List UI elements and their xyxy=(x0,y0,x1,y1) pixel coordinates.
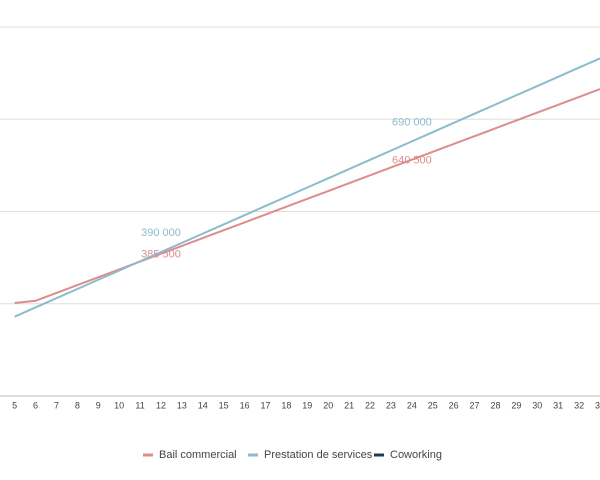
legend-label: Coworking xyxy=(390,449,442,461)
x-tick-label: 6 xyxy=(33,400,38,410)
x-tick-label: 28 xyxy=(490,400,500,410)
x-tick-label: 5 xyxy=(12,400,17,410)
x-tick-label: 32 xyxy=(574,400,584,410)
legend-label: Prestation de services xyxy=(264,449,373,461)
x-tick-label: 16 xyxy=(240,400,250,410)
x-tick-label: 30 xyxy=(532,400,542,410)
x-tick-label: 14 xyxy=(198,400,208,410)
x-tick-label: 8 xyxy=(75,400,80,410)
data-label: 390 000 xyxy=(141,227,181,239)
x-tick-label: 10 xyxy=(114,400,124,410)
line xyxy=(14,88,600,305)
x-tick-label: 7 xyxy=(54,400,59,410)
x-tick-label: 33 xyxy=(595,400,600,410)
x-tick-label: 26 xyxy=(449,400,459,410)
x-tick-label: 29 xyxy=(511,400,521,410)
legend-label: Bail commercial xyxy=(159,449,237,461)
x-tick-label: 15 xyxy=(219,400,229,410)
data-label: 640 500 xyxy=(392,155,432,167)
x-tick-label: 9 xyxy=(96,400,101,410)
x-tick-label: 25 xyxy=(428,400,438,410)
x-tick-label: 12 xyxy=(156,400,166,410)
x-tick-label: 24 xyxy=(407,400,417,410)
x-tick-label: 17 xyxy=(260,400,270,410)
line xyxy=(14,57,600,318)
x-tick-label: 23 xyxy=(386,400,396,410)
data-label: 385 500 xyxy=(141,249,181,261)
data-label: 690 000 xyxy=(392,116,432,128)
x-tick-label: 19 xyxy=(302,400,312,410)
x-tick-label: 11 xyxy=(135,400,144,410)
x-tick-label: 18 xyxy=(281,400,291,410)
x-tick-label: 20 xyxy=(323,400,333,410)
x-tick-label: 21 xyxy=(344,400,354,410)
x-tick-label: 27 xyxy=(470,400,480,410)
x-tick-label: 31 xyxy=(553,400,563,410)
x-tick-label: 22 xyxy=(365,400,375,410)
x-tick-label: 13 xyxy=(177,400,187,410)
